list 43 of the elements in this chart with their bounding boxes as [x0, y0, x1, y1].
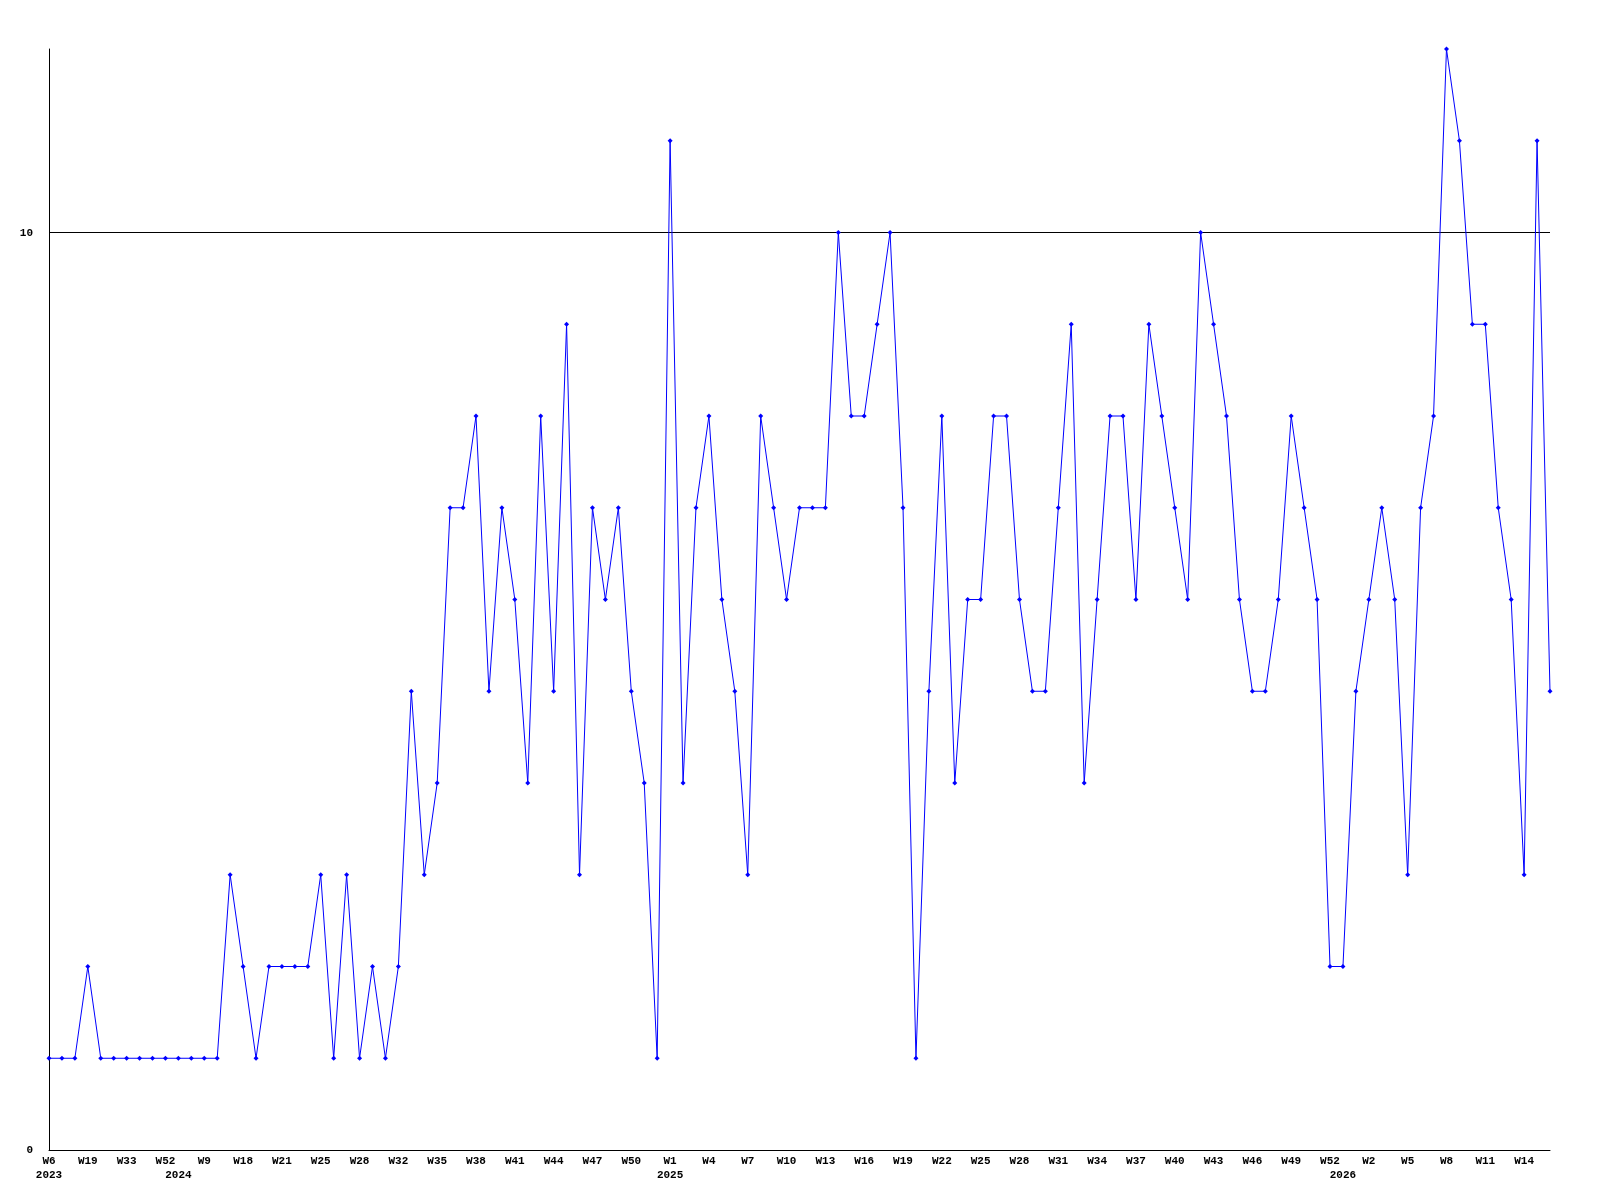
- x-tick-label: W33: [116, 1155, 137, 1167]
- x-tick-label: W34: [1087, 1155, 1108, 1167]
- x-tick-label: W28: [1009, 1155, 1030, 1167]
- x-tick-label: W38: [466, 1155, 487, 1167]
- x-tick-label: W10: [776, 1155, 797, 1167]
- y-tick-label: 0: [26, 1144, 33, 1156]
- x-tick-label: W11: [1475, 1155, 1496, 1167]
- x-tick-label: W46: [1242, 1155, 1263, 1167]
- x-tick-label: W14: [1514, 1155, 1535, 1167]
- x-tick-label: W19: [893, 1155, 913, 1167]
- x-tick-label: W25: [310, 1155, 332, 1167]
- x-tick-label: W41: [504, 1155, 526, 1167]
- x-tick-label: W35: [427, 1155, 448, 1167]
- x-tick-label: W28: [349, 1155, 370, 1167]
- x-tick-label: W7: [741, 1155, 755, 1167]
- x-tick-label: W13: [815, 1155, 836, 1167]
- x-tick-label: W52: [1320, 1155, 1340, 1167]
- x-tick-label: 2026: [1329, 1169, 1357, 1181]
- x-tick-label: W25: [970, 1155, 991, 1167]
- x-tick-label: W21: [272, 1155, 293, 1167]
- x-tick-label: W1 2025: [656, 1155, 684, 1181]
- x-tick-label: W43: [1203, 1155, 1224, 1167]
- x-tick-label: 2024: [165, 1169, 192, 1181]
- x-tick-label: W37: [1126, 1155, 1146, 1167]
- x-tick-label: W2: [1362, 1155, 1376, 1167]
- x-tick-label: W9: [197, 1155, 211, 1167]
- x-tick-label: W50: [621, 1155, 642, 1167]
- x-tick-label: W49: [1281, 1155, 1302, 1167]
- x-tick-label: W6 2023: [35, 1155, 63, 1181]
- x-tick-label: W4: [702, 1155, 716, 1167]
- x-tick-label: W18: [233, 1155, 254, 1167]
- x-tick-label: W22: [931, 1155, 952, 1167]
- x-tick-label: W16: [854, 1155, 875, 1167]
- x-tick-label: W19: [77, 1155, 98, 1167]
- x-tick-label: W47: [582, 1155, 603, 1167]
- y-tick-label: 10: [19, 226, 33, 239]
- x-tick-label: W32: [388, 1155, 409, 1167]
- x-tick-label: W8: [1439, 1155, 1454, 1167]
- x-tick-label: W31: [1048, 1155, 1069, 1167]
- x-tick-label: W44: [543, 1155, 564, 1167]
- x-tick-label: W5: [1401, 1155, 1415, 1167]
- x-tick-label: W40: [1164, 1155, 1185, 1167]
- x-tick-label: W52: [155, 1155, 176, 1167]
